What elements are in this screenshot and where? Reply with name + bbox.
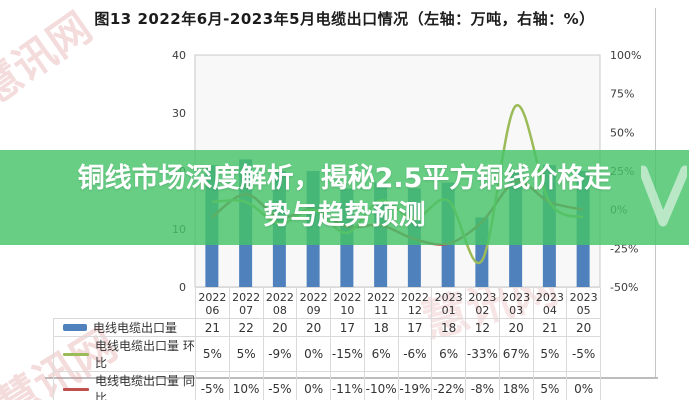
table-row-1: 电线电缆出口量 环比 5% 5% -9% 0% -15% 6% -6% 6% -33% 67% 5% -… [53,336,601,372]
overlay-banner-text-line2: 势与趋势预测 [263,200,426,231]
value-cell-2022-11: 18 [363,318,399,337]
overlay-banner: 铜线市场深度解析，揭秘2.5平方铜线价格走 势与趋势预测 [0,150,689,245]
value-cell-2023-03: 18% [498,371,534,400]
right-axis-tick: -50% [610,281,638,294]
value-cell-2023-02: 12 [465,318,500,337]
value-cell-2023-03: 20 [498,318,534,337]
data-table: 2022 06 2022 07 2022 08 2022 09 2022 10 2022 11 2022… [53,287,601,400]
legend-label: 电线电缆出口量 [93,321,178,335]
right-axis-tick: 100% [610,49,641,62]
legend-label-cell: 电线电缆出口量 [53,318,196,337]
value-cell-2023-05: 0% [566,371,601,400]
legend-label-cell: 电线电缆出口量 同比 [53,371,196,400]
x-axis-label-2023-02: 2023 02 [465,287,500,319]
value-cell-2023-04: 21 [532,318,568,337]
value-cell-2022-07: 5% [228,336,264,372]
value-cell-2022-06: 5% [195,336,230,372]
table-row-0: 电线电缆出口量 21 22 20 20 17 18 17 18 12 20 21 20 [53,318,601,337]
value-cell-2023-02: -33% [465,336,500,372]
value-cell-2022-08: 20 [262,318,298,337]
x-axis-label-2022-08: 2022 08 [262,287,298,319]
banner-checkmark-icon [641,165,687,227]
value-cell-2023-01: -22% [431,371,466,400]
legend-label: 电线电缆出口量 同比 [95,374,195,400]
value-cell-2023-04: 5% [532,336,568,372]
x-axis-label-2022-12: 2022 12 [397,287,433,319]
line-red-legend-icon [63,387,89,391]
value-cell-2022-07: 22 [228,318,264,337]
value-cell-2022-06: 21 [195,318,230,337]
value-cell-2023-05: -5% [566,336,601,372]
value-cell-2023-01: 18 [431,318,466,337]
value-cell-2022-09: 0% [296,371,331,400]
value-cell-2022-12: 17 [397,318,433,337]
value-cell-2023-02: -8% [465,371,500,400]
value-cell-2022-08: -5% [262,371,298,400]
value-cell-2022-10: -11% [330,371,365,400]
x-axis-label-2023-04: 2023 04 [532,287,568,319]
bar-blue-legend-icon [63,324,87,331]
value-cell-2022-10: 17 [330,318,365,337]
x-axis-label-2023-03: 2023 03 [498,287,534,319]
right-axis-tick: -25% [610,242,638,255]
chart-title: 图13 2022年6月-2023年5月电缆出口情况（左轴：万吨，右轴：%） [94,10,595,28]
value-cell-2022-11: -10% [363,371,399,400]
value-cell-2023-01: 6% [431,336,466,372]
table-corner-cell [54,288,196,319]
legend-label-cell: 电线电缆出口量 环比 [53,336,196,372]
left-axis-tick: 0 [179,281,186,294]
value-cell-2022-07: 10% [228,371,264,400]
right-axis-tick: 75% [610,88,634,101]
x-axis-label-2023-01: 2023 01 [431,287,466,319]
table-row-2: 电线电缆出口量 同比 -5% 10% -5% 0% -11% -10% -19% -22% -8%… [53,371,601,400]
x-axis-label-2022-09: 2022 09 [296,287,331,319]
value-cell-2022-09: 20 [296,318,331,337]
value-cell-2022-12: -6% [397,336,433,372]
x-axis-label-2022-10: 2022 10 [330,287,365,319]
x-axis-label-2022-07: 2022 07 [228,287,264,319]
line-olive-legend-icon [63,352,89,356]
value-cell-2023-04: 5% [532,371,568,400]
overlay-banner-text-line1: 铜线市场深度解析，揭秘2.5平方铜线价格走 [77,163,612,194]
value-cell-2023-03: 67% [498,336,534,372]
left-axis-tick: 40 [172,49,186,62]
value-cell-2022-09: 0% [296,336,331,372]
value-cell-2022-12: -19% [397,371,433,400]
right-axis-tick: 50% [610,126,634,139]
value-cell-2022-11: 6% [363,336,399,372]
value-cell-2023-05: 20 [566,318,601,337]
x-axis-label-row: 2022 06 2022 07 2022 08 2022 09 2022 10 2022 11 2022… [54,287,601,319]
value-cell-2022-06: -5% [195,371,230,400]
x-axis-label-2022-11: 2022 11 [363,287,399,319]
value-cell-2022-08: -9% [262,336,298,372]
value-cell-2022-10: -15% [330,336,365,372]
left-axis-tick: 30 [172,107,186,120]
x-axis-label-2022-06: 2022 06 [195,287,230,319]
x-axis-label-2023-05: 2023 05 [566,287,601,319]
legend-label: 电线电缆出口量 环比 [95,339,195,370]
